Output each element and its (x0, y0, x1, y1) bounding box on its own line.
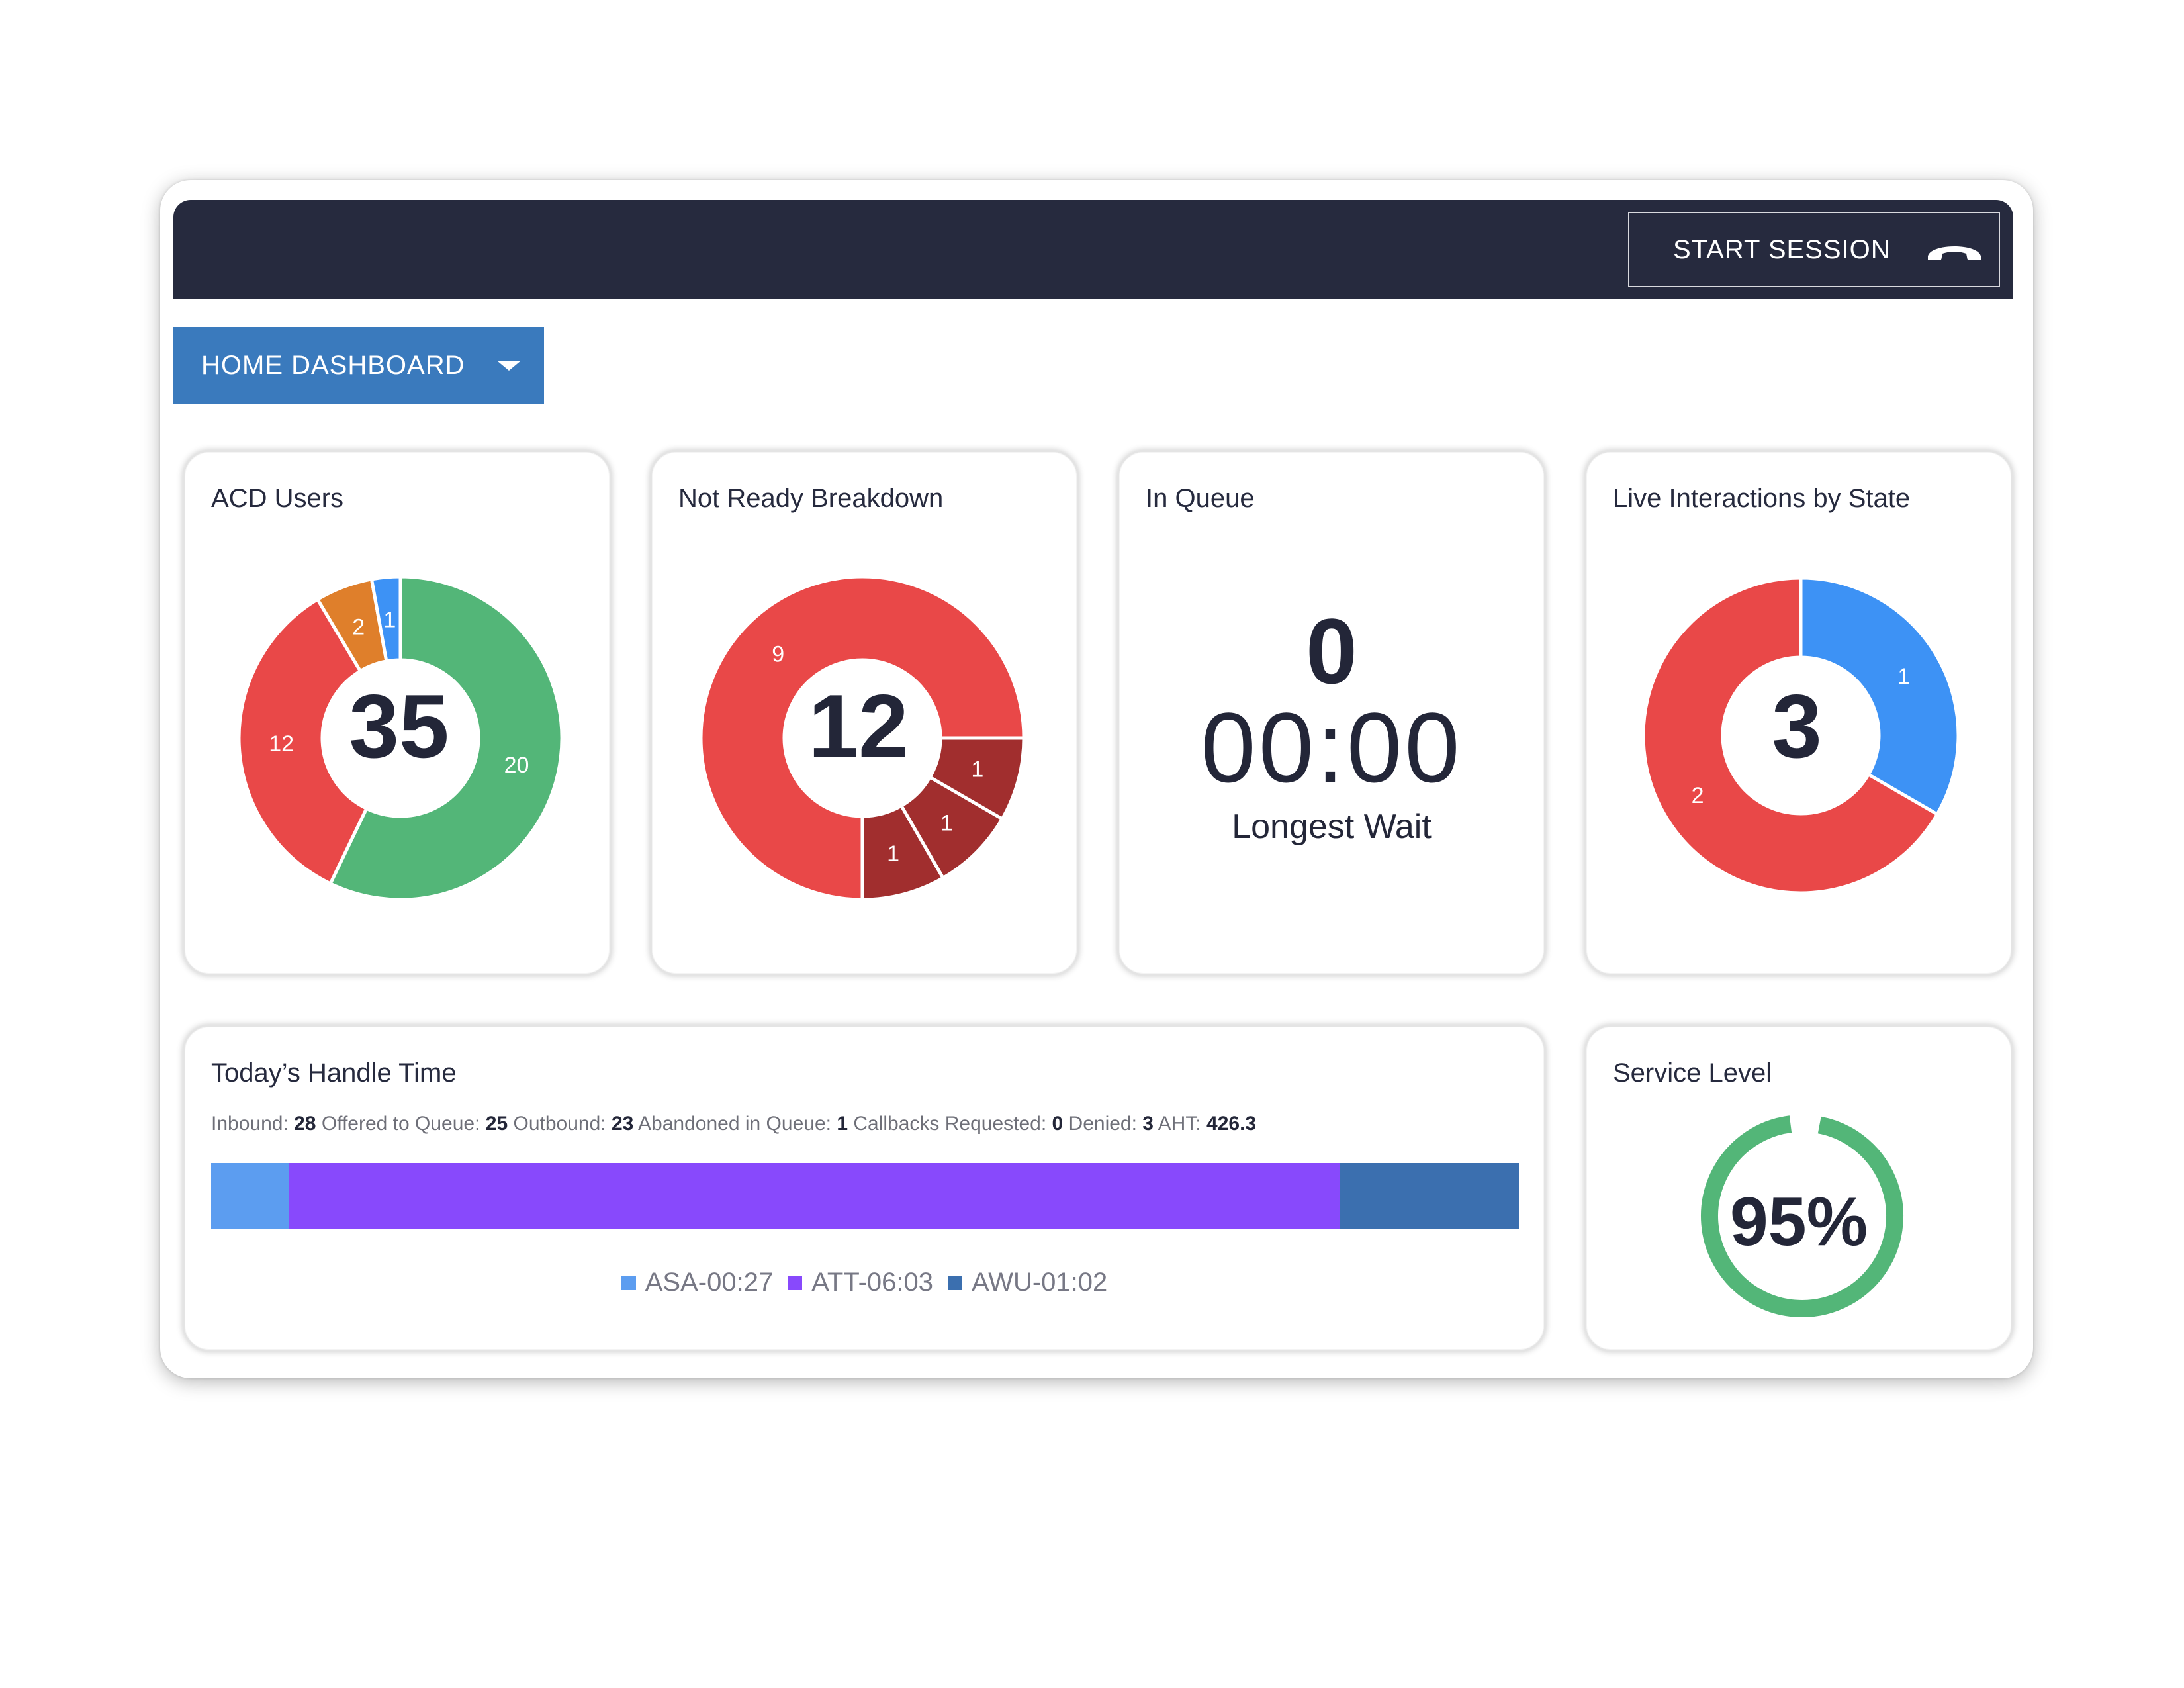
donut-slice-label: 12 (269, 731, 294, 757)
not-ready-donut-chart: 9 1 1 1 (699, 575, 1026, 902)
legend-item: ATT-06:03 (788, 1268, 933, 1297)
start-session-button[interactable]: START SESSION (1628, 212, 2000, 287)
stat-label: Inbound: (211, 1113, 289, 1135)
legend-swatch (948, 1275, 962, 1290)
acd-users-title: ACD Users (211, 484, 344, 513)
donut-slice-label: 1 (971, 757, 983, 782)
phone-hangup-icon (1924, 236, 1985, 263)
caret-down-icon (496, 359, 522, 372)
longest-wait-time: 00:00 (1201, 692, 1463, 803)
donut-slice (1799, 576, 1960, 817)
legend-label: AWU-01:02 (972, 1268, 1108, 1297)
handle-time-title: Today’s Handle Time (211, 1058, 457, 1088)
legend-item: AWU-01:02 (948, 1268, 1107, 1297)
service-level-title: Service Level (1613, 1058, 1772, 1088)
live-interactions-title: Live Interactions by State (1613, 484, 1911, 513)
donut-slice (369, 575, 402, 663)
donut-slice-label: 2 (1692, 783, 1704, 808)
stat-value: 25 (485, 1113, 508, 1135)
donut-slice (699, 575, 1026, 902)
stat-value: 0 (1052, 1113, 1064, 1135)
donut-slice-label: 1 (383, 608, 396, 633)
donut-slice (328, 575, 564, 902)
handle-time-stats: Inbound: 28 Offered to Queue: 25 Outboun… (211, 1113, 1256, 1135)
donut-slice-label: 1 (887, 841, 899, 867)
start-session-label: START SESSION (1673, 234, 1891, 264)
legend-label: ASA-00:27 (645, 1268, 774, 1297)
stat-value: 3 (1142, 1113, 1154, 1135)
donut-slice-label: 20 (504, 753, 529, 778)
not-ready-breakdown-card[interactable]: Not Ready Breakdown 9 1 1 1 12 (650, 450, 1079, 976)
in-queue-card[interactable]: In Queue 0 00:00 Longest Wait (1117, 450, 1546, 976)
dashboard-select-label: HOME DASHBOARD (201, 350, 465, 380)
top-bar (173, 200, 2013, 299)
bar-segment (211, 1163, 290, 1229)
bar-segment (1339, 1163, 1519, 1229)
stat-label: Outbound: (513, 1113, 606, 1135)
live-interactions-total: 3 (1772, 676, 1822, 776)
stat-label: Abandoned in Queue: (638, 1113, 831, 1135)
stat-value: 23 (611, 1113, 634, 1135)
acd-users-card[interactable]: ACD Users 20 12 2 1 35 (183, 450, 612, 976)
stat-label: Callbacks Requested: (853, 1113, 1047, 1135)
longest-wait-label: Longest Wait (1232, 808, 1432, 846)
not-ready-total: 12 (808, 676, 909, 776)
dashboard-select[interactable]: HOME DASHBOARD (173, 327, 544, 404)
queue-count: 0 (1306, 599, 1357, 703)
stat-value: 1 (837, 1113, 848, 1135)
legend-swatch (621, 1275, 636, 1290)
donut-slice-label: 9 (772, 642, 784, 667)
live-interactions-donut-chart: 12 (1641, 576, 1960, 895)
donut-slice-label: 1 (1897, 664, 1910, 689)
donut-slice (927, 736, 1026, 821)
donut-slice (237, 597, 369, 886)
stat-label: Offered to Queue: (321, 1113, 480, 1135)
bar-segment (289, 1163, 1340, 1229)
service-level-ring-gauge (1701, 1115, 1903, 1317)
handle-time-stacked-bar (211, 1163, 1519, 1229)
acd-users-total: 35 (349, 676, 449, 776)
donut-slice-label: 1 (940, 810, 953, 835)
legend-item: ASA-00:27 (621, 1268, 773, 1297)
stat-label: Denied: (1068, 1113, 1137, 1135)
stat-value: 28 (294, 1113, 316, 1135)
not-ready-title: Not Ready Breakdown (678, 484, 944, 513)
service-level-card[interactable]: Service Level 95% (1584, 1025, 2013, 1352)
stat-value: 426.3 (1206, 1113, 1257, 1135)
donut-slice (1641, 576, 1940, 895)
service-level-value: 95% (1729, 1184, 1868, 1260)
legend-label: ATT-06:03 (811, 1268, 933, 1297)
donut-slice-label: 2 (352, 614, 365, 639)
handle-time-legend: ASA-00:27 ATT-06:03 AWU-01:02 (185, 1268, 1544, 1297)
acd-users-donut-chart: 20 12 2 1 (237, 575, 564, 902)
in-queue-title: In Queue (1146, 484, 1255, 513)
stat-label: AHT: (1158, 1113, 1201, 1135)
legend-swatch (788, 1275, 803, 1290)
gauge-fill (1701, 1115, 1903, 1317)
handle-time-card[interactable]: Today’s Handle Time Inbound: 28 Offered … (183, 1025, 1546, 1352)
